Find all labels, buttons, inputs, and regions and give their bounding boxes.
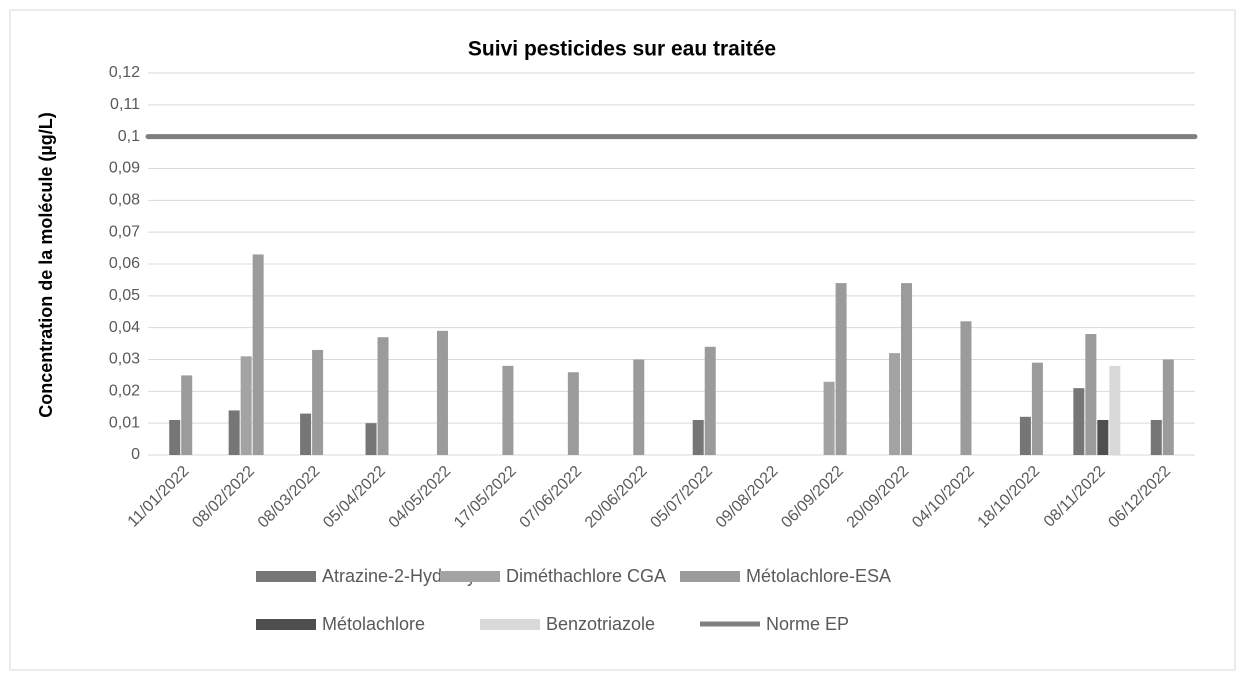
y-tick-label: 0,04 [109,319,140,336]
bar [377,337,389,455]
y-tick-label: 0,05 [109,287,140,304]
y-tick-label: 0,03 [109,351,140,368]
y-tick-label: 0,08 [109,192,140,209]
y-tick-label: 0,07 [109,223,140,240]
legend-label: Diméthachlore CGA [506,566,666,586]
bar [1109,365,1121,455]
bar [633,359,645,455]
bar [567,372,579,455]
bar [1162,359,1174,455]
legend-label: Métolachlore-ESA [746,566,891,586]
legend-label: Métolachlore [322,614,425,634]
bar [1031,362,1043,455]
bar [1097,419,1109,455]
legend-swatch [256,619,316,630]
bar [823,381,835,455]
legend-swatch [440,571,500,582]
y-tick-label: 0 [131,446,140,463]
y-tick-label: 0,1 [118,128,140,145]
bar [835,283,847,455]
legend-label: Atrazine-2-Hydroxy [322,566,476,586]
y-tick-label: 0,01 [109,414,140,431]
y-tick-label: 0,09 [109,160,140,177]
y-tick-label: 0,11 [110,96,140,113]
bar [1019,416,1031,455]
legend-label: Norme EP [766,614,849,634]
bar [181,375,193,455]
chart-title: Suivi pesticides sur eau traitée [468,38,776,61]
bar [240,356,252,455]
bar [960,321,972,455]
bar [436,330,448,455]
bar [312,349,324,455]
y-tick-label: 0,02 [109,383,140,400]
bar [704,346,716,455]
chart-frame [9,9,1236,671]
bar [365,423,377,455]
y-tick-label: 0,06 [109,255,140,272]
legend-swatch [680,571,740,582]
bar [502,365,514,455]
bar [889,353,901,455]
bar [901,283,913,455]
bar [1150,419,1162,455]
legend-swatch [256,571,316,582]
y-tick-label: 0,12 [109,64,140,81]
y-axis-label: Concentration de la molécule (µg/L) [36,112,56,417]
bar [1073,388,1085,455]
bar [1085,334,1097,455]
legend-swatch [480,619,540,630]
bar [300,413,312,455]
legend-label: Benzotriazole [546,614,655,634]
bar [169,419,181,455]
bar [692,419,704,455]
bar [252,254,264,455]
bar [228,410,240,455]
